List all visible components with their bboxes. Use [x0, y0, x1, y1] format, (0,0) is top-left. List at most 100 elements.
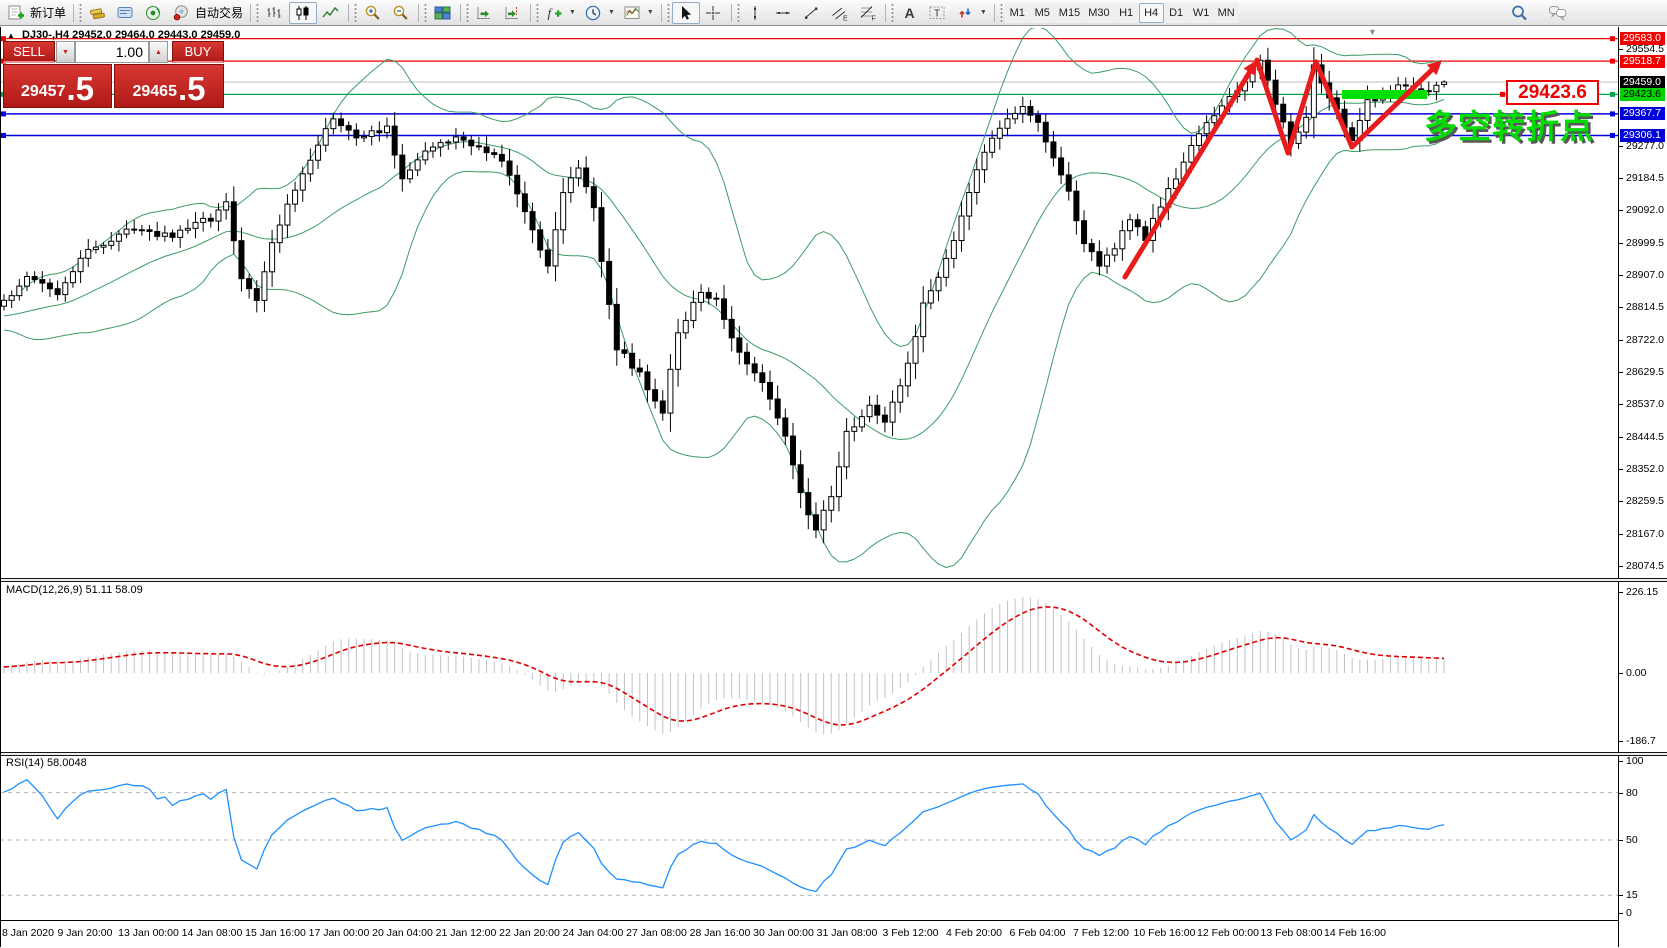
line-chart-button[interactable]: [317, 2, 345, 24]
buy-button[interactable]: BUY: [172, 41, 224, 63]
crosshair-button[interactable]: [700, 2, 728, 24]
bar-chart-button[interactable]: [261, 2, 289, 24]
axis-tick-mark: [1619, 793, 1623, 794]
auto-scroll-button[interactable]: [471, 2, 499, 24]
line-handle[interactable]: [1610, 58, 1615, 64]
timeframe-mn[interactable]: MN: [1213, 2, 1239, 23]
timeframe-m30[interactable]: M30: [1084, 2, 1114, 23]
price-axis-label: 28444.5: [1626, 430, 1664, 443]
market-watch-icon: [89, 7, 105, 19]
trendline-button[interactable]: [798, 2, 826, 24]
buy-price-button[interactable]: 29465 .5: [114, 64, 224, 108]
toolbar-group-handle[interactable]: [535, 3, 541, 22]
axis-tick-mark: [1619, 673, 1623, 674]
buy-price-main: 29465: [132, 83, 177, 100]
turning-point-annotation-text[interactable]: 多空转折点: [1424, 108, 1594, 145]
autotrade-icon: [173, 4, 188, 20]
zigzag-arrow-annotation[interactable]: [1122, 57, 1442, 280]
data-window-button[interactable]: [112, 2, 140, 24]
price-level-annotation-box[interactable]: 29423.6: [1506, 80, 1599, 105]
toolbar-group-handle[interactable]: [735, 3, 741, 22]
line-handle[interactable]: [1, 111, 6, 117]
volume-decrease-button[interactable]: ▼: [56, 41, 75, 63]
fibonacci-button[interactable]: F: [854, 2, 882, 24]
axis-tick-mark: [1619, 242, 1623, 244]
search-button[interactable]: [1506, 2, 1534, 24]
toolbar-group-handle[interactable]: [465, 3, 471, 22]
toolbar-group-handle[interactable]: [78, 3, 84, 22]
chart-symbol-period: DJ30-,H4: [21, 29, 70, 41]
shift-chart-button[interactable]: [499, 2, 527, 24]
price-axis-label: 29554.5: [1626, 42, 1664, 55]
macd-indicator-plot[interactable]: [0, 582, 1618, 752]
price-axis-label: 28999.5: [1626, 236, 1664, 249]
timeframe-w1[interactable]: W1: [1188, 2, 1214, 23]
rsi-label: RSI(14) 58.0048: [6, 757, 87, 769]
horizontal-line-button[interactable]: [770, 2, 798, 24]
line-handle[interactable]: [1610, 132, 1615, 138]
price-axis[interactable]: 29554.5 29277.0 29184.5 29092.0 28999.5 28907…: [1618, 27, 1667, 947]
time-axis-label: 10 Feb 16:00: [1133, 927, 1196, 939]
toolbar-group-handle[interactable]: [665, 3, 671, 22]
strategy-tester-button[interactable]: [140, 2, 168, 24]
toolbar-group-handle[interactable]: [353, 3, 359, 22]
timeframe-d1[interactable]: D1: [1163, 2, 1189, 23]
toolbar-group-handle[interactable]: [889, 3, 895, 22]
line-chart-icon: [322, 6, 339, 17]
timeframe-h4[interactable]: H4: [1138, 2, 1164, 23]
rsi-indicator-plot[interactable]: [0, 756, 1618, 920]
crosshair-icon: [705, 5, 720, 20]
axis-tick-mark: [1619, 210, 1623, 212]
axis-tick-mark: [1619, 177, 1623, 179]
volume-input[interactable]: [75, 41, 149, 63]
volume-increase-button[interactable]: ▲: [149, 41, 168, 63]
market-watch-button[interactable]: [84, 2, 112, 24]
time-axis-label: 13 Feb 08:00: [1260, 927, 1323, 939]
toolbar-group-handle[interactable]: [998, 3, 1004, 22]
templates-button[interactable]: ▼: [619, 2, 658, 24]
support-zone-band[interactable]: [1342, 90, 1427, 99]
indicators-button[interactable]: f ▼: [541, 2, 580, 24]
chart-shift-marker-icon[interactable]: ▼: [1368, 27, 1377, 37]
zoom-out-button[interactable]: [387, 2, 415, 24]
toolbar-separator: [460, 3, 462, 22]
axis-tick-mark: [1619, 48, 1623, 50]
cursor-button[interactable]: [671, 1, 700, 24]
zoom-in-button[interactable]: [359, 2, 387, 24]
time-axis[interactable]: 8 Jan 2020 9 Jan 20:00 13 Jan 00:00 14 Jan …: [0, 920, 1618, 948]
panel-separator[interactable]: [0, 578, 1667, 582]
axis-tick-mark: [1619, 371, 1623, 373]
candlestick-chart-button[interactable]: [289, 1, 318, 24]
vertical-line-button[interactable]: [742, 2, 770, 24]
toolbar-group-handle[interactable]: [423, 3, 429, 22]
panel-separator[interactable]: [0, 752, 1667, 756]
arrows-button[interactable]: ▼: [952, 2, 991, 24]
periods-button[interactable]: ▼: [580, 2, 619, 24]
main-chart-plot[interactable]: [0, 28, 1618, 578]
timeframe-h1[interactable]: H1: [1113, 2, 1139, 23]
text-label-button[interactable]: T: [924, 2, 952, 24]
timeframe-m1[interactable]: M1: [1004, 2, 1030, 23]
line-handle[interactable]: [1, 36, 6, 42]
tile-windows-button[interactable]: [429, 2, 457, 24]
line-handle[interactable]: [1610, 111, 1615, 117]
line-handle[interactable]: [1610, 36, 1615, 42]
price-axis-badge: 29459.0: [1620, 75, 1665, 89]
axis-tick-mark: [1619, 274, 1623, 276]
equidistant-channel-button[interactable]: E: [826, 2, 854, 24]
line-handle[interactable]: [1, 132, 6, 138]
autotrade-button[interactable]: 自动交易: [168, 2, 247, 24]
line-handle[interactable]: [1610, 91, 1615, 97]
chat-button[interactable]: [1544, 2, 1572, 24]
timeframe-m15[interactable]: M15: [1054, 2, 1085, 23]
new-order-button[interactable]: 新订单: [3, 2, 70, 24]
timeframe-m5[interactable]: M5: [1029, 2, 1055, 23]
data-window-icon: [117, 6, 133, 18]
sell-price-button[interactable]: 29457 .5: [3, 64, 112, 108]
text-button[interactable]: A: [896, 2, 924, 24]
toolbar-group-handle[interactable]: [255, 3, 261, 22]
time-axis-label: 12 Feb 00:00: [1197, 927, 1259, 939]
svg-text:F: F: [871, 15, 875, 22]
line-handle[interactable]: [1500, 91, 1505, 97]
sell-button[interactable]: SELL: [3, 41, 55, 63]
